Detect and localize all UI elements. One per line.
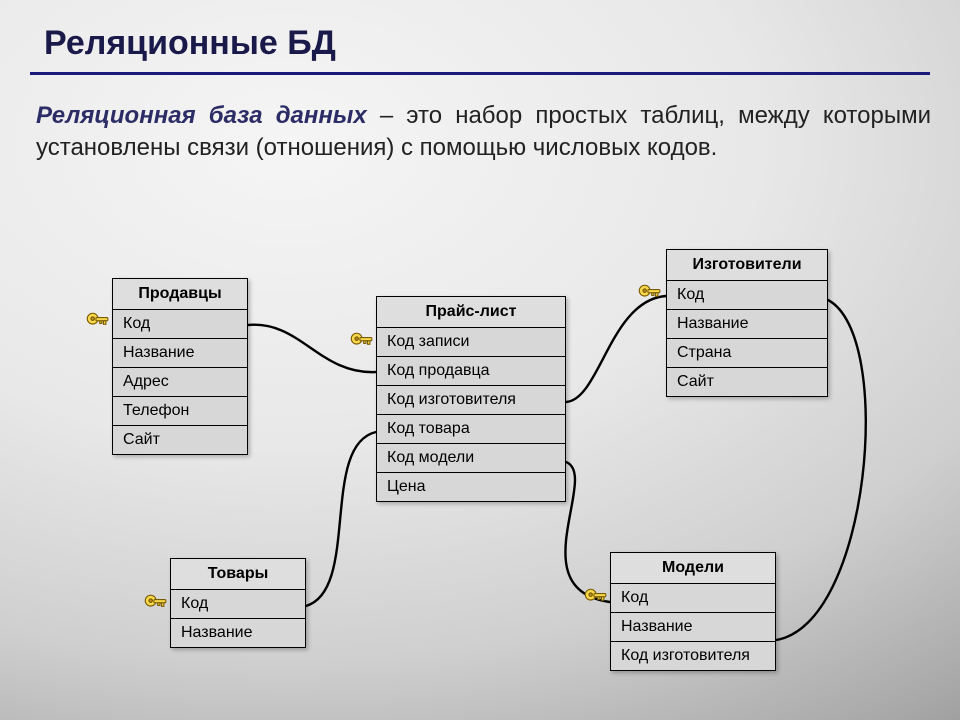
table-row: Название [171,619,305,647]
table-goods: ТоварыКодНазвание [170,558,306,648]
table-makers: ИзготовителиКодНазваниеСтранаСайт [666,249,828,397]
table-row: Код [171,590,305,619]
key-icon [348,330,374,356]
key-icon [636,282,662,308]
table-row: Сайт [113,426,247,454]
table-row: Название [611,613,775,642]
table-row: Код товара [377,415,565,444]
table-row: Код записи [377,328,565,357]
table-row: Цена [377,473,565,501]
edge-models-pricelist [565,462,610,602]
table-row: Код [611,584,775,613]
table-row: Страна [667,339,827,368]
edge-makers-pricelist [566,296,666,402]
table-row: Код [667,281,827,310]
table-row: Код [113,310,247,339]
table-header: Модели [611,553,775,584]
table-header: Товары [171,559,305,590]
table-header: Прайс-лист [377,297,565,328]
key-icon [84,310,110,336]
table-models: МоделиКодНазваниеКод изготовителя [610,552,776,671]
table-sellers: ПродавцыКодНазваниеАдресТелефонСайт [112,278,248,455]
table-row: Адрес [113,368,247,397]
table-pricelist: Прайс-листКод записиКод продавцаКод изго… [376,296,566,502]
table-row: Код изготовителя [377,386,565,415]
table-row: Название [113,339,247,368]
edge-goods-pricelist [306,432,376,606]
table-row: Код продавца [377,357,565,386]
table-row: Телефон [113,397,247,426]
table-header: Продавцы [113,279,247,310]
er-diagram: ПродавцыКодНазваниеАдресТелефонСайтПрайс… [0,0,960,720]
table-row: Код модели [377,444,565,473]
table-row: Название [667,310,827,339]
key-icon [142,592,168,618]
table-header: Изготовители [667,250,827,281]
table-row: Сайт [667,368,827,396]
table-row: Код изготовителя [611,642,775,670]
key-icon [582,586,608,612]
